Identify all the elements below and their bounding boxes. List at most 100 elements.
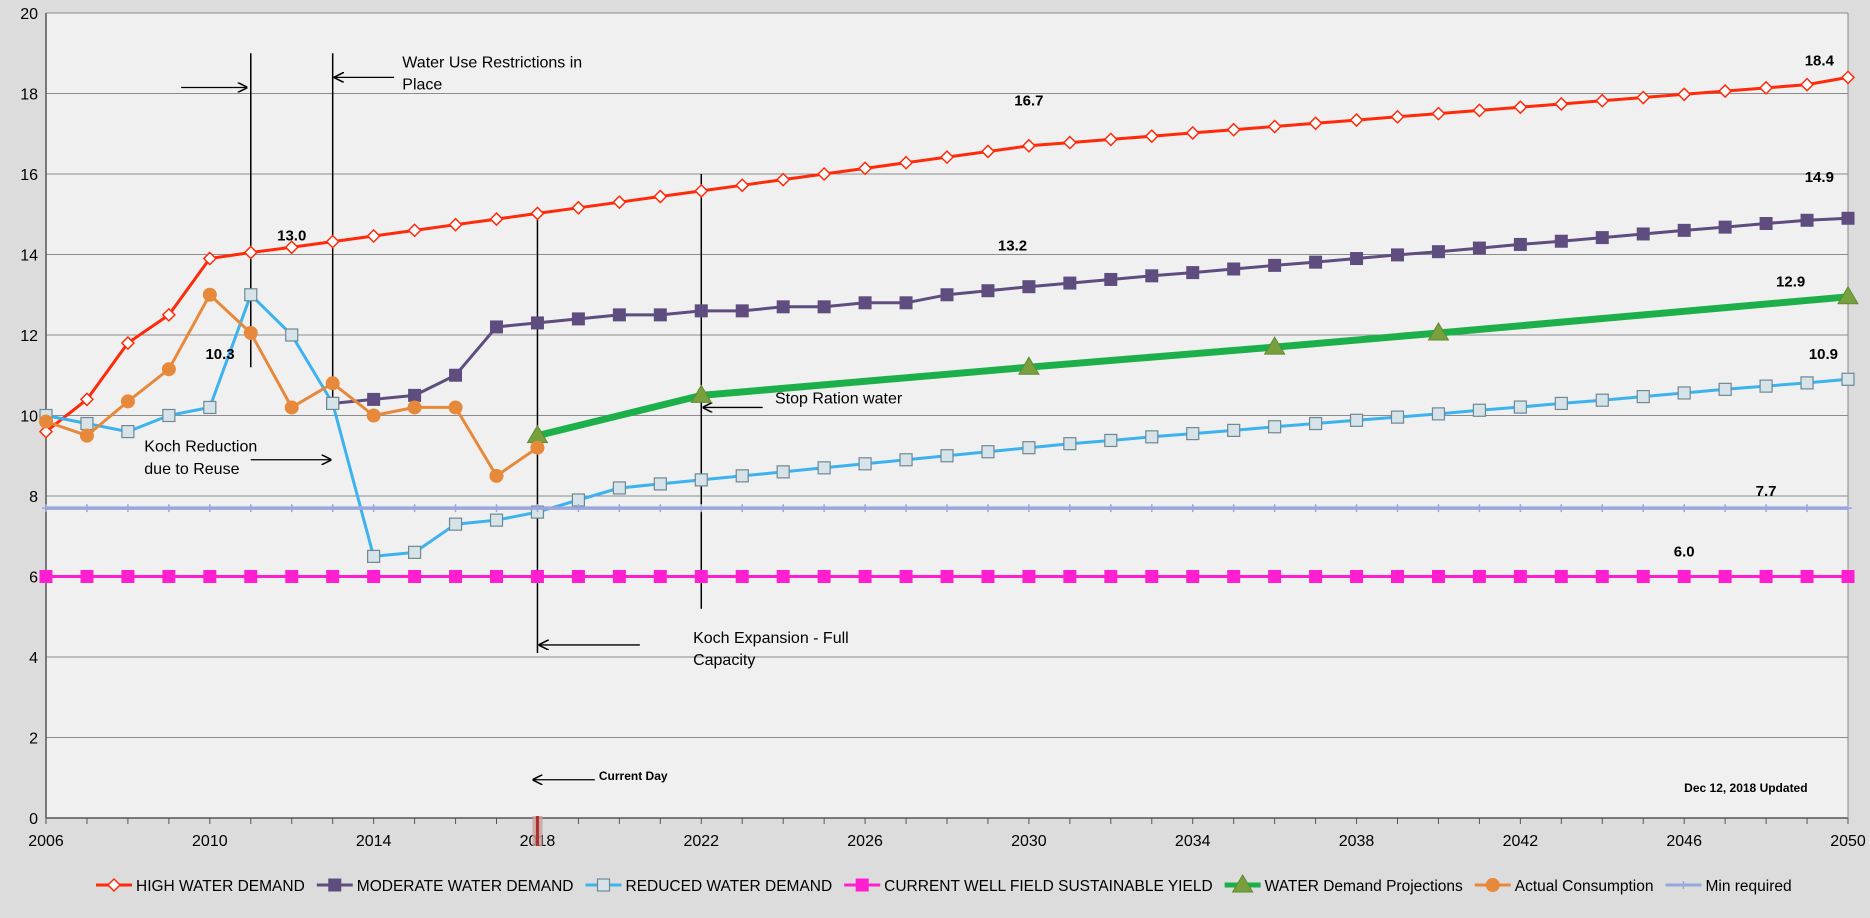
data-point — [1185, 125, 1200, 141]
data-point — [1636, 570, 1650, 583]
data-point — [571, 570, 585, 583]
data-point — [1022, 570, 1036, 583]
annotations: Water Use Restrictions in Place Koch Reduc… — [144, 54, 1807, 795]
data-point — [1308, 416, 1323, 431]
data-point — [38, 424, 54, 439]
data-point — [246, 504, 255, 513]
data-point — [407, 545, 422, 559]
data-point — [1349, 413, 1364, 427]
x-tick-label: 2046 — [1666, 833, 1702, 850]
data-point — [1475, 504, 1484, 513]
annotation-text: Stop Ration water — [775, 390, 903, 407]
data-point — [1800, 376, 1814, 390]
legend-label: WATER Demand Projections — [1265, 878, 1463, 895]
data-point — [490, 570, 503, 583]
series-3 — [39, 570, 1855, 583]
data-point — [596, 878, 611, 892]
data-point — [203, 570, 217, 583]
annotation-text: Koch Reduction — [144, 439, 257, 456]
data-point — [285, 328, 299, 342]
data-point — [366, 228, 381, 244]
data-point — [1636, 227, 1650, 241]
data-point — [1106, 504, 1115, 513]
data-point — [369, 504, 378, 513]
data-point — [1759, 80, 1774, 95]
data-point — [1554, 96, 1569, 112]
data-point — [489, 468, 504, 483]
data-point — [694, 183, 709, 198]
data-point — [162, 408, 176, 423]
data-point — [898, 155, 914, 170]
data-point — [1472, 241, 1486, 255]
data-point — [367, 570, 381, 583]
data-point — [39, 570, 53, 583]
data-point — [1147, 504, 1156, 513]
data-point — [1186, 427, 1200, 441]
y-tick-label: 4 — [29, 650, 38, 667]
data-point — [326, 570, 340, 583]
data-point — [80, 570, 94, 583]
data-label: 13.2 — [998, 237, 1027, 254]
data-point — [981, 445, 995, 459]
annotation-text: Place — [402, 76, 442, 93]
x-tick-label: 2038 — [1339, 833, 1375, 850]
data-point — [738, 504, 747, 513]
legend-label: Min required — [1705, 878, 1791, 895]
data-point — [902, 504, 911, 513]
data-point — [1513, 570, 1527, 583]
data-point — [1352, 504, 1361, 513]
data-label: 18.4 — [1805, 52, 1835, 69]
data-point — [1554, 234, 1568, 248]
data-point — [820, 504, 829, 513]
data-point — [202, 251, 217, 266]
x-tick-label: 2022 — [683, 833, 719, 850]
data-point — [1104, 570, 1118, 583]
data-point — [325, 376, 340, 391]
data-point — [1063, 276, 1077, 290]
series-0 — [38, 70, 1856, 439]
data-point — [1349, 113, 1364, 128]
series-2 — [39, 288, 1855, 563]
y-tick-label: 20 — [20, 6, 38, 23]
x-tick-label: 2010 — [192, 833, 228, 850]
legend-item: HIGH WATER DEMAND — [96, 877, 305, 895]
data-point — [1677, 386, 1691, 400]
data-point — [1390, 410, 1405, 424]
x-tick-label: 2042 — [1503, 833, 1539, 850]
data-point — [1393, 504, 1402, 513]
y-tick-label: 8 — [29, 489, 38, 506]
data-point — [1557, 504, 1566, 513]
data-point — [1268, 420, 1282, 434]
data-point — [244, 288, 258, 302]
annotation-text: Current Day — [599, 769, 668, 783]
series-group — [38, 70, 1859, 583]
legend-label: MODERATE WATER DEMAND — [357, 878, 574, 895]
data-point — [121, 425, 135, 439]
data-point — [1485, 878, 1500, 892]
y-tick-label: 14 — [20, 248, 38, 265]
data-point — [1063, 570, 1077, 583]
data-point — [1018, 356, 1040, 375]
data-point — [106, 877, 122, 893]
data-label: 13.0 — [277, 227, 306, 244]
data-point — [694, 473, 708, 487]
data-point — [1024, 504, 1033, 513]
data-point — [858, 457, 872, 471]
legend-label: REDUCED WATER DEMAND — [626, 878, 833, 895]
data-point — [735, 469, 749, 483]
data-point — [776, 570, 790, 583]
data-point — [656, 504, 665, 513]
data-point — [653, 189, 668, 204]
y-tick-label: 0 — [29, 811, 38, 828]
data-point — [120, 335, 135, 351]
data-point — [1639, 504, 1648, 513]
data-point — [817, 166, 832, 182]
data-point — [858, 570, 872, 583]
y-tick-label: 12 — [20, 328, 38, 345]
data-point — [492, 504, 501, 513]
data-point — [1065, 504, 1074, 513]
data-point — [1472, 570, 1486, 583]
data-point — [1431, 407, 1446, 421]
data-point — [1718, 570, 1732, 583]
